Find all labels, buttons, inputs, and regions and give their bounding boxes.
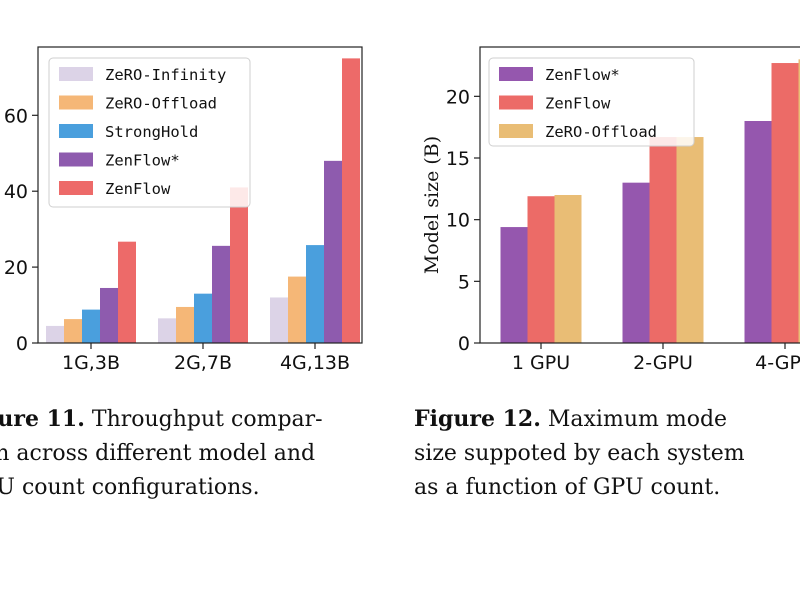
legend-label: ZenFlow* [545,66,620,84]
bar-stronghold-4g-13b [306,245,324,343]
legend-label: ZeRO-Offload [105,95,217,113]
chart-model-size: 0 5 10 15 20 1 GPU 2-GPU 4-GPU Model size (B) Zen… [421,46,800,374]
bar-zenflow-4-gpu [771,63,799,344]
bar-zenflow--1g-3b [100,287,118,343]
legend-label: ZeRO-Offload [545,123,657,141]
bar-stronghold-1g-3b [82,309,100,343]
legend-swatch-zenflow- [499,67,533,81]
x-tick-label: 4G,13B [280,352,350,374]
legend-label: StrongHold [105,123,198,141]
legend-swatch-zenflow [59,181,93,195]
y-tick-label: 15 [446,148,470,170]
figure-12-text-line-2: size suppoted by each system [414,441,745,466]
legend-label: ZeRO-Infinity [105,66,226,84]
bar-zenflow--4g-13b [324,160,342,343]
legend-swatch-zenflow- [59,152,93,167]
bar-stronghold-2g-7b [194,293,212,343]
bar-zenflow--4-gpu [744,121,772,343]
bar-zenflow-2-gpu [649,137,677,343]
bar-zero-offload-2g-7b [176,306,194,343]
bar-zenflow--2g-7b [212,245,230,343]
bar-zenflow-1g-3b [118,241,136,343]
legend-swatch-zero-offload [499,124,533,138]
legend-box [48,57,251,208]
bar-zenflow--2-gpu [622,182,650,343]
x-tick-label: 4-GPU [755,352,800,374]
figure-11-text-line-2: on across different model and [0,441,316,466]
figure-11-text-line-1: Throughput compar- [84,407,323,432]
plot-frame [37,46,363,344]
y-axis-label: Model size (B) [421,136,443,274]
bar-zero-infinity-2g-7b [158,318,176,343]
legend: ZeRO-Infinity ZeRO-Offload StrongHold ZenFl… [48,57,251,208]
bar-zero-infinity-4g-13b [270,297,288,343]
x-tick-label: 1G,3B [62,352,120,374]
y-tick-label: 5 [458,271,470,293]
y-tick-label: 60 [4,105,28,127]
x-tick-label: 1 GPU [512,352,570,374]
y-tick-label: 40 [4,181,28,203]
figure-11-text-line-3: PU count configurations. [0,475,260,500]
bar-zero-offload-4g-13b [288,276,306,343]
legend-label: ZenFlow [545,95,611,113]
figure-11-caption: gure 11. Throughput compar- on across di… [0,402,382,505]
legend-box [488,57,695,147]
bar-zero-offload-1g-3b [64,319,82,343]
bar-zenflow-2g-7b [230,187,248,343]
y-tick-label: 10 [446,210,470,232]
bar-zenflow-1-gpu [527,196,555,343]
x-tick-label: 2G,7B [174,352,232,374]
y-tick-label: 0 [458,333,470,355]
plot-frame [479,46,800,344]
y-tick-label: 0 [16,333,28,355]
figure-12-caption: Figure 12. Maximum mode size suppoted by… [414,402,800,505]
legend-swatch-zero-infinity [59,67,93,81]
legend-swatch-stronghold [59,124,93,138]
legend: ZenFlow* ZenFlow ZeRO-Offload [488,57,695,147]
bar-zero-infinity-1g-3b [46,325,64,343]
y-tick-label: 20 [4,257,28,279]
y-tick-label: 20 [446,86,470,108]
figure-12-text-line-1: Maximum mode [540,407,728,432]
bar-zenflow--1-gpu [500,227,528,343]
figure-12-text-line-3: as a function of GPU count. [414,475,721,500]
legend-swatch-zero-offload [59,95,93,110]
legend-label: ZenFlow* [105,152,180,170]
legend-label: ZenFlow [105,180,171,198]
figure-11-label: gure 11. [0,406,85,432]
legend-swatch-zenflow [499,95,533,110]
bar-zero-offload-1-gpu [554,195,582,343]
figure-12-label: Figure 12. [414,406,541,432]
bar-zero-offload-2-gpu [676,137,704,343]
bar-zero-offload-4-gpu [798,59,800,343]
x-tick-label: 2-GPU [633,352,693,374]
bar-zenflow-4g-13b [342,58,360,344]
